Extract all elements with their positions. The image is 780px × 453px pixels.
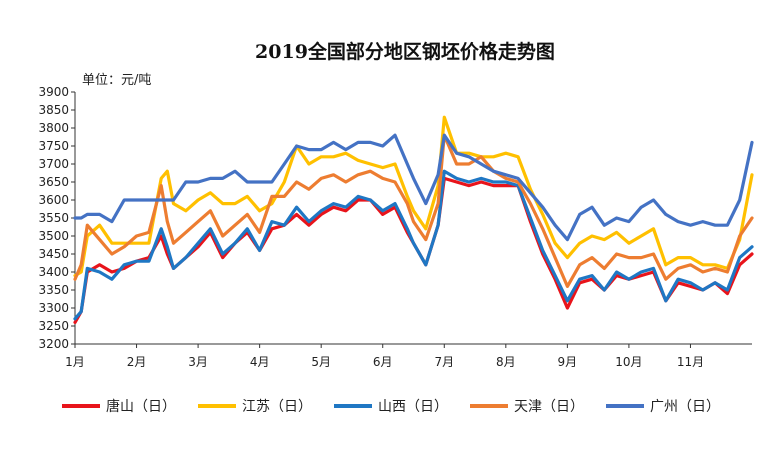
y-tick-label: 3200 bbox=[38, 337, 69, 351]
y-tick-label: 3400 bbox=[38, 265, 69, 279]
x-tick-label: 7月 bbox=[434, 355, 454, 369]
x-tick-label: 5月 bbox=[311, 355, 331, 369]
x-tick-label: 4月 bbox=[250, 355, 270, 369]
legend-label: 天津（日） bbox=[514, 399, 584, 415]
series-line-2 bbox=[73, 169, 754, 321]
x-axis-ticks: 1月 2月 3月 4月 5月 6月 7月 8月 9月 10月 11月 bbox=[65, 344, 704, 369]
series-line-4 bbox=[73, 133, 754, 242]
legend-label: 江苏（日） bbox=[242, 399, 312, 415]
y-tick-label: 3700 bbox=[38, 157, 69, 171]
x-tick-label: 9月 bbox=[558, 355, 578, 369]
x-tick-label: 10月 bbox=[615, 355, 642, 369]
y-tick-label: 3300 bbox=[38, 301, 69, 315]
series-line-1 bbox=[73, 115, 754, 278]
y-tick-label: 3800 bbox=[38, 121, 69, 135]
series-lines bbox=[73, 115, 754, 324]
series-line-3 bbox=[73, 133, 754, 288]
x-tick-label: 1月 bbox=[65, 355, 85, 369]
y-tick-label: 3450 bbox=[38, 247, 69, 261]
y-tick-label: 3900 bbox=[38, 85, 69, 99]
y-tick-label: 3550 bbox=[38, 211, 69, 225]
legend-label: 山西（日） bbox=[378, 399, 448, 415]
y-unit-label: 单位：元/吨 bbox=[82, 73, 151, 88]
x-tick-label: 6月 bbox=[373, 355, 393, 369]
y-tick-label: 3850 bbox=[38, 103, 69, 117]
legend-label: 唐山（日） bbox=[106, 398, 176, 415]
x-tick-label: 3月 bbox=[188, 355, 208, 369]
y-tick-label: 3350 bbox=[38, 283, 69, 297]
y-tick-label: 3500 bbox=[38, 229, 69, 243]
y-axis-ticks: 3200 3250 3300 3350 3400 3450 3500 3550 3600 3650… bbox=[38, 85, 75, 351]
chart-title: 2019全国部分地区钢坯价格走势图 bbox=[255, 40, 555, 63]
x-tick-label: 8月 bbox=[496, 355, 516, 369]
y-tick-label: 3650 bbox=[38, 175, 69, 189]
legend-label: 广州（日） bbox=[650, 399, 720, 415]
x-tick-label: 2月 bbox=[127, 355, 147, 369]
y-tick-label: 3250 bbox=[38, 319, 69, 333]
x-tick-label: 11月 bbox=[677, 355, 704, 369]
y-tick-label: 3600 bbox=[38, 193, 69, 207]
chart-legend: 唐山（日） 江苏（日） 山西（日） 天津（日） 广州（日） bbox=[62, 398, 720, 415]
y-tick-label: 3750 bbox=[38, 139, 69, 153]
